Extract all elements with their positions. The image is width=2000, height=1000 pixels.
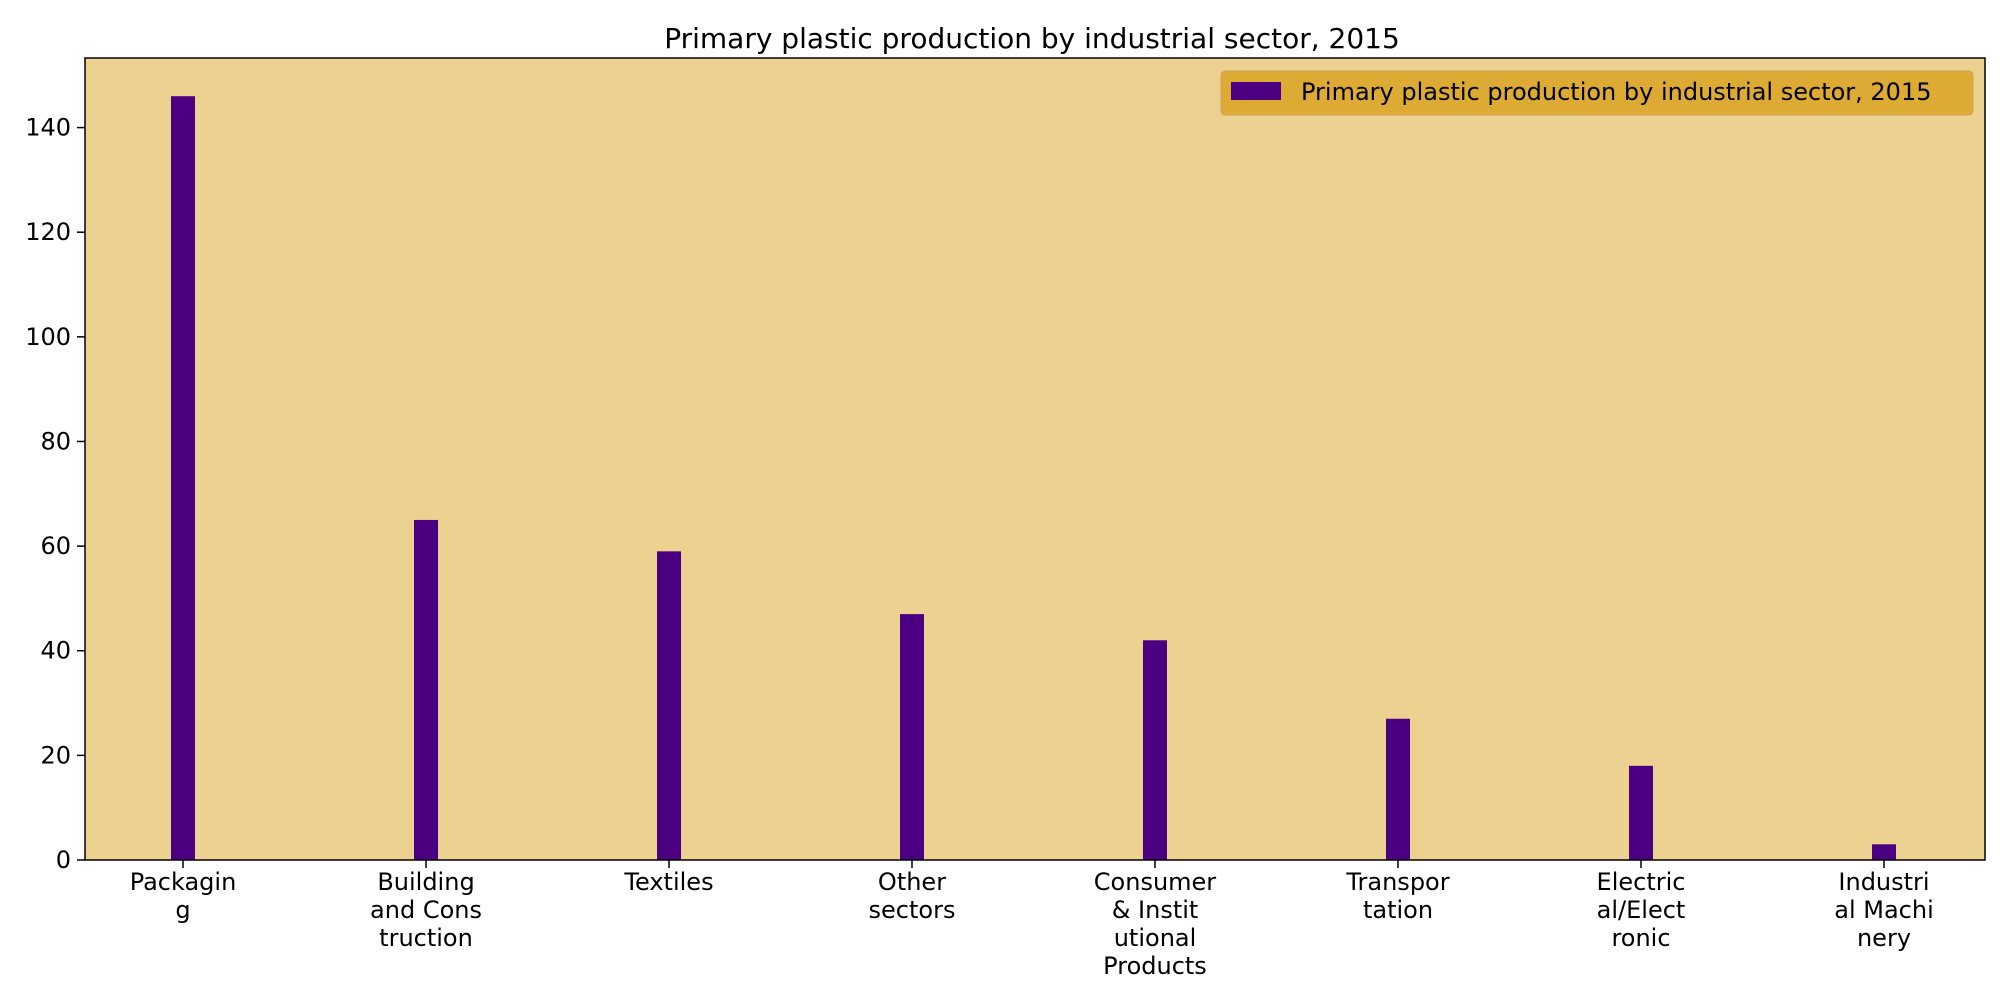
y-tick-label: 120 xyxy=(25,218,71,246)
x-tick-label: Other sectors xyxy=(869,868,956,924)
chart-title: Primary plastic production by industrial… xyxy=(664,22,1400,55)
x-tick-label: Building and Cons truction xyxy=(370,868,482,952)
y-tick-label: 60 xyxy=(40,532,71,560)
legend-label: Primary plastic production by industrial… xyxy=(1301,78,1932,106)
y-tick-label: 140 xyxy=(25,114,71,142)
y-tick-label: 80 xyxy=(40,427,71,455)
y-tick-label: 20 xyxy=(40,741,71,769)
x-tick-label: Consumer & Instit utional Products xyxy=(1094,868,1217,980)
bar xyxy=(414,519,438,860)
legend: Primary plastic production by industrial… xyxy=(1220,70,1974,116)
bar xyxy=(171,96,195,860)
y-tick-label: 0 xyxy=(56,846,71,874)
y-tick-label: 100 xyxy=(25,323,71,351)
x-axis: Packagin g Building and Cons truction Textile… xyxy=(130,860,1934,980)
x-tick-label: Industri al Machi nery xyxy=(1834,868,1934,952)
plot-frame xyxy=(84,57,1986,861)
x-tick-label: Packagin g xyxy=(130,868,237,924)
bar xyxy=(1872,844,1896,860)
bar xyxy=(657,551,681,860)
legend-box xyxy=(1220,70,1974,116)
x-tick-label: Transpor tation xyxy=(1345,868,1449,924)
plot-area xyxy=(85,58,1985,860)
y-tick-label: 40 xyxy=(40,637,71,665)
bar xyxy=(1629,765,1653,860)
bars-group xyxy=(171,96,1896,860)
bar xyxy=(900,614,924,860)
x-tick-label: Electric al/Elect ronic xyxy=(1597,868,1686,952)
bar xyxy=(1143,640,1167,860)
bar xyxy=(1386,718,1410,860)
x-tick-label: Textiles xyxy=(623,868,713,896)
legend-swatch xyxy=(1231,82,1281,100)
y-axis: 0 20 40 60 80 100 120 140 xyxy=(25,114,85,874)
